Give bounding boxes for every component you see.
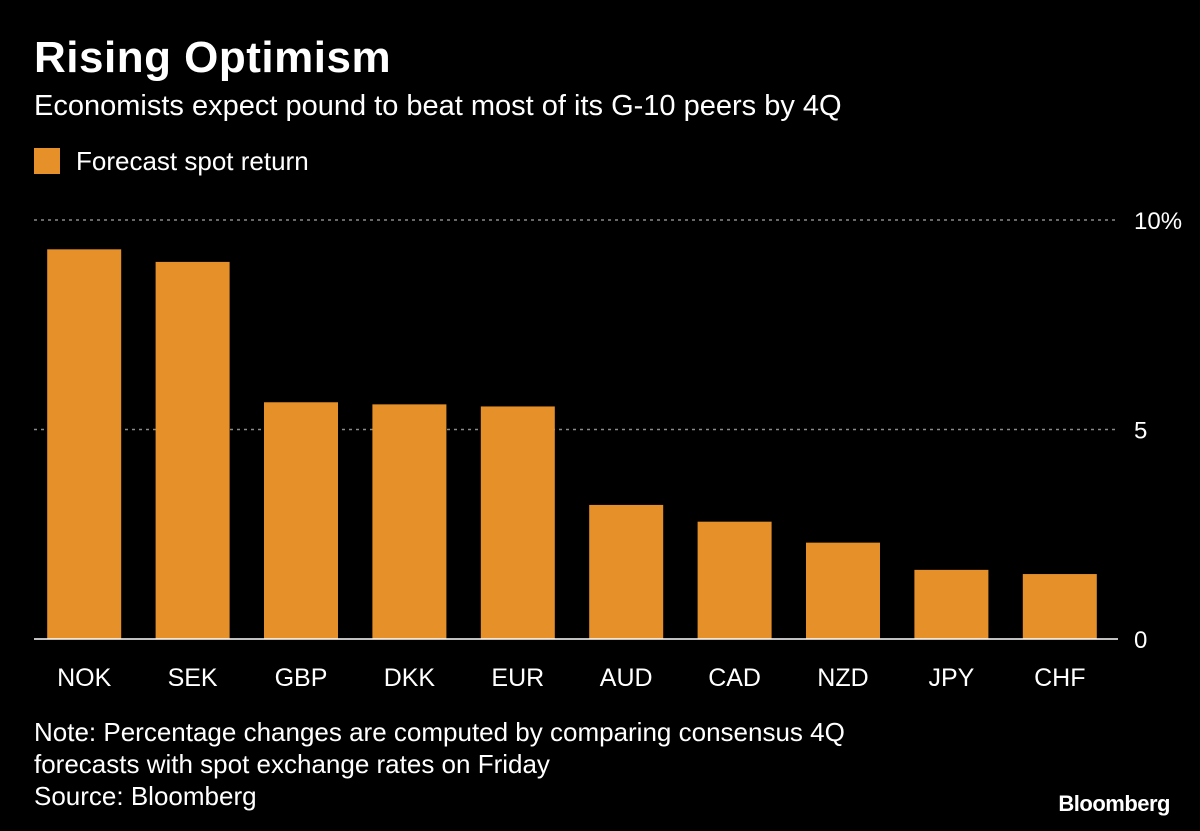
legend: Forecast spot return (34, 144, 309, 178)
bloomberg-logo: Bloomberg (1058, 791, 1170, 816)
x-tick-label: NZD (817, 664, 868, 692)
bar-sek (155, 261, 230, 639)
bar-gbp (264, 402, 338, 639)
y-tick-label: 10% (1134, 208, 1182, 235)
x-tick-label: DKK (384, 664, 436, 692)
y-tick-label: 0 (1134, 627, 1147, 654)
bar-chart: 0 5 10% NOK SEK GBP DKK EUR AUD CAD NZD JPY CHF (34, 208, 1182, 692)
chart-note: Note: Percentage changes are computed by… (34, 716, 845, 812)
bar-cad (697, 521, 772, 639)
legend-label: Forecast spot return (76, 146, 309, 176)
note-line-1: Note: Percentage changes are computed by… (34, 717, 845, 747)
note-line-2: forecasts with spot exchange rates on Fr… (34, 749, 550, 779)
bar-eur (480, 406, 555, 639)
x-tick-label: NOK (57, 664, 112, 692)
x-tick-label: AUD (600, 664, 653, 692)
bar-chf (1022, 574, 1097, 639)
x-tick-label: EUR (491, 664, 544, 692)
bar-nzd (806, 542, 880, 639)
source-line: Source: Bloomberg (34, 781, 257, 811)
x-tick-label: SEK (168, 664, 218, 692)
y-tick-label: 5 (1134, 418, 1147, 445)
x-tick-label: CAD (708, 664, 761, 692)
bar-aud (589, 504, 664, 639)
chart-subtitle: Economists expect pound to beat most of … (34, 90, 842, 122)
x-tick-label: JPY (928, 664, 974, 692)
chart-title: Rising Optimism (34, 33, 392, 82)
legend-swatch (34, 148, 60, 174)
x-tick-label: GBP (275, 664, 328, 692)
bar-jpy (914, 569, 989, 639)
bar-nok (47, 249, 122, 639)
bar-dkk (372, 404, 447, 639)
x-tick-label: CHF (1034, 664, 1085, 692)
